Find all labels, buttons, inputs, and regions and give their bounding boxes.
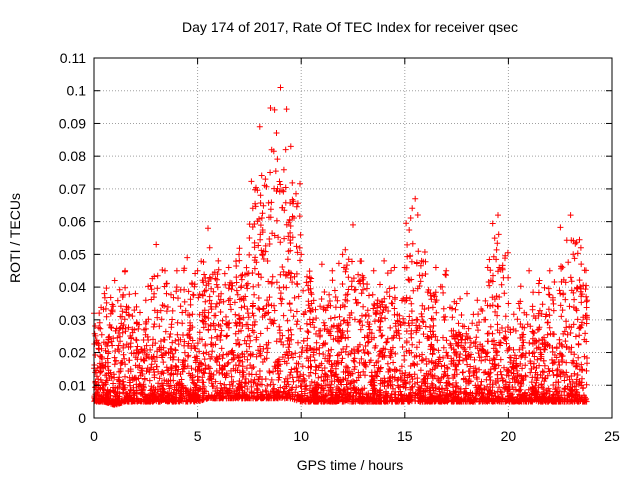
y-tick-label: 0 [78,410,86,426]
y-tick-label: 0.02 [59,345,86,361]
x-tick-label: 5 [194,428,202,444]
x-tick-label: 20 [501,428,517,444]
x-tick-label: 15 [397,428,413,444]
chart-title: Day 174 of 2017, Rate Of TEC Index for r… [182,19,518,35]
y-tick-label: 0.01 [59,377,86,393]
y-tick-label: 0.1 [67,83,87,99]
roti-point-markers [91,84,591,408]
y-tick-label: 0.06 [59,214,86,230]
x-tick-label: 0 [90,428,98,444]
x-tick-label: 10 [293,428,309,444]
data-points [91,84,591,408]
plot-frame [93,57,613,419]
y-tick-label: 0.07 [59,181,86,197]
y-tick-label: 0.04 [59,279,86,295]
x-axis-label: GPS time / hours [297,457,404,473]
axis-ticks: 0 0.01 0.02 0.03 0.04 0.05 0.06 0.07 0.08 0.09 0.1… [59,50,620,444]
y-tick-label: 0.11 [60,50,86,66]
y-axis-label: ROTI / TECUs [7,193,23,283]
x-tick-label: 25 [604,428,620,444]
y-tick-label: 0.03 [59,312,86,328]
y-tick-label: 0.08 [59,148,86,164]
y-tick-label: 0.05 [59,246,86,262]
y-tick-label: 0.09 [59,115,86,131]
